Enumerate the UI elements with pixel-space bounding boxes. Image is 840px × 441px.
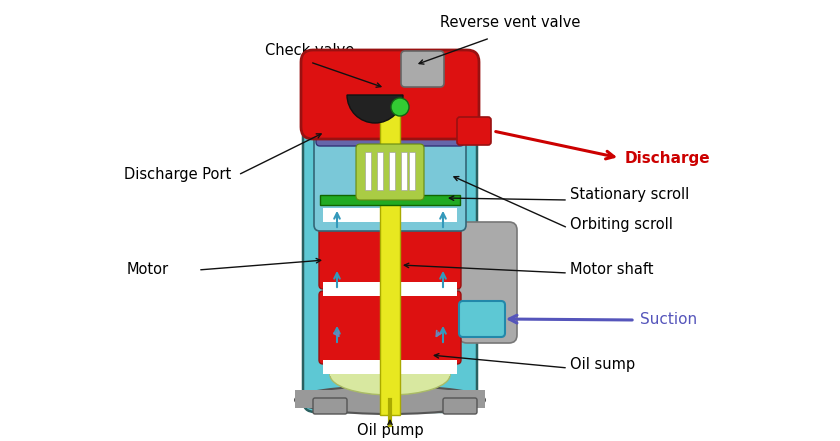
Bar (323, 282, 457, 296)
Bar (365, 152, 371, 190)
Text: Oil pump: Oil pump (357, 422, 423, 437)
Bar (377, 152, 383, 190)
FancyBboxPatch shape (313, 398, 347, 414)
FancyBboxPatch shape (303, 83, 477, 412)
FancyBboxPatch shape (314, 134, 466, 231)
Text: Motor: Motor (127, 262, 169, 277)
Text: Orbiting scroll: Orbiting scroll (570, 217, 673, 232)
Ellipse shape (330, 355, 450, 395)
Wedge shape (347, 95, 403, 123)
FancyBboxPatch shape (459, 301, 505, 337)
FancyBboxPatch shape (319, 216, 461, 289)
FancyBboxPatch shape (356, 144, 424, 200)
Text: Suction: Suction (640, 313, 697, 328)
Text: Stationary scroll: Stationary scroll (570, 187, 690, 202)
Bar (380, 95, 400, 415)
FancyBboxPatch shape (301, 50, 479, 139)
Bar (320, 195, 460, 205)
FancyBboxPatch shape (401, 51, 444, 87)
Text: Discharge Port: Discharge Port (124, 168, 232, 183)
FancyBboxPatch shape (457, 117, 491, 145)
Text: Reverse vent valve: Reverse vent valve (440, 15, 580, 30)
Text: Discharge: Discharge (625, 150, 711, 165)
FancyBboxPatch shape (459, 222, 517, 343)
Bar (323, 360, 457, 374)
Ellipse shape (295, 386, 485, 414)
Ellipse shape (330, 329, 450, 351)
Bar (323, 208, 457, 222)
Bar (389, 152, 395, 190)
FancyBboxPatch shape (316, 116, 464, 146)
FancyBboxPatch shape (319, 291, 461, 364)
Bar (409, 152, 415, 190)
Bar (295, 390, 485, 408)
Text: Oil sump: Oil sump (570, 358, 635, 373)
Text: Motor shaft: Motor shaft (570, 262, 654, 277)
Bar (401, 152, 407, 190)
FancyBboxPatch shape (443, 398, 477, 414)
Text: Check valve: Check valve (265, 43, 354, 58)
Circle shape (391, 98, 409, 116)
Bar (330, 340, 450, 376)
